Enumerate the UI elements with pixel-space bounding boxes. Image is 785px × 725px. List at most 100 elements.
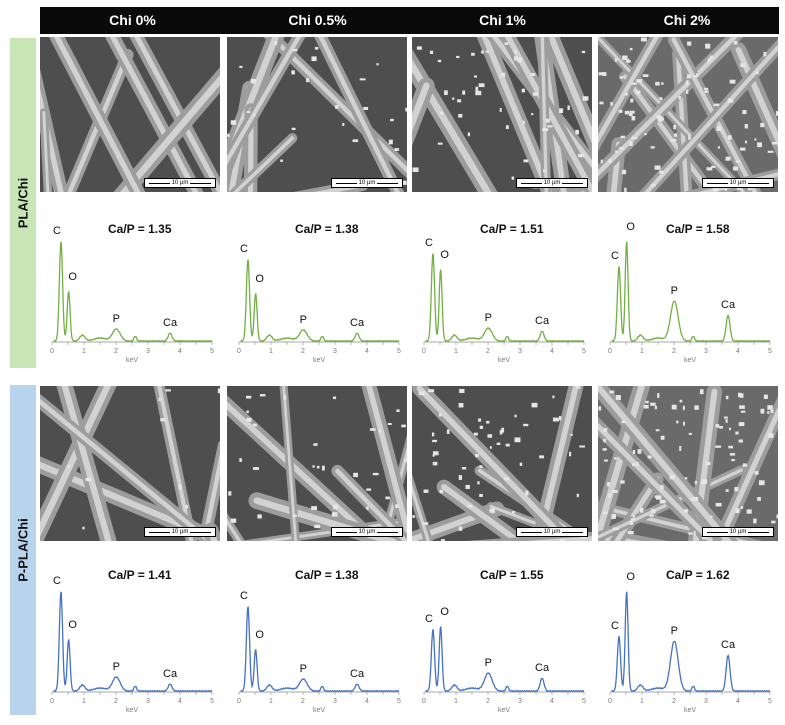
x-tick-label: 4 bbox=[550, 698, 554, 705]
peak-label-c: C bbox=[240, 243, 248, 255]
x-tick-label: 3 bbox=[333, 698, 337, 705]
peak-label-o: O bbox=[68, 619, 77, 631]
scale-bar-label: 10 µm bbox=[727, 529, 749, 535]
scale-bar: 10 µm bbox=[144, 178, 216, 188]
x-tick-label: 1 bbox=[640, 348, 644, 355]
ca-p-ratio: Ca/P = 1.38 bbox=[295, 222, 359, 236]
eds-spectrum-line bbox=[611, 591, 771, 693]
peak-label-o: O bbox=[626, 221, 635, 233]
scale-bar-label: 10 µm bbox=[541, 529, 563, 535]
x-tick-label: 4 bbox=[736, 348, 740, 355]
x-tick-label: 3 bbox=[518, 698, 522, 705]
x-tick-label: 4 bbox=[178, 698, 182, 705]
x-tick-label: 5 bbox=[768, 698, 772, 705]
sem-image: 10 µm bbox=[598, 37, 778, 192]
peak-label-c: C bbox=[611, 250, 619, 262]
peak-label-o: O bbox=[626, 571, 635, 583]
x-tick-label: 5 bbox=[582, 698, 586, 705]
x-axis-label: keV bbox=[126, 707, 138, 714]
x-tick-label: 2 bbox=[486, 348, 490, 355]
peak-label-ca: Ca bbox=[163, 668, 178, 680]
sem-image: 10 µm bbox=[227, 386, 407, 541]
eds-spectrum-chart: 0 1 2 3 4 5 keV C O P Ca Ca/P = 1.38 bbox=[227, 540, 407, 725]
column-header-bar: Chi 0% Chi 0.5% Chi 1% Chi 2% bbox=[40, 7, 779, 34]
x-tick-label: 2 bbox=[486, 698, 490, 705]
scale-bar: 10 µm bbox=[331, 178, 403, 188]
column-title-chi-1: Chi 1% bbox=[479, 12, 526, 28]
x-tick-label: 1 bbox=[454, 348, 458, 355]
x-tick-label: 1 bbox=[454, 698, 458, 705]
x-tick-label: 0 bbox=[50, 348, 54, 355]
peak-label-c: C bbox=[425, 237, 433, 249]
x-tick-label: 5 bbox=[582, 348, 586, 355]
x-tick-label: 0 bbox=[608, 348, 612, 355]
scale-bar-label: 10 µm bbox=[169, 529, 191, 535]
scale-bar-label: 10 µm bbox=[356, 180, 378, 186]
x-tick-label: 0 bbox=[237, 698, 241, 705]
eds-spectrum-chart: 0 1 2 3 4 5 keV C O P Ca Ca/P = 1.62 bbox=[598, 540, 778, 725]
x-tick-label: 2 bbox=[114, 698, 118, 705]
peak-label-p: P bbox=[300, 663, 307, 675]
x-tick-label: 4 bbox=[365, 348, 369, 355]
eds-spectrum-chart: 0 1 2 3 4 5 keV C O P Ca Ca/P = 1.55 bbox=[412, 540, 592, 725]
eds-spectrum-line bbox=[425, 253, 585, 343]
ca-p-ratio: Ca/P = 1.35 bbox=[108, 222, 172, 236]
x-axis-label: keV bbox=[313, 357, 325, 364]
peak-label-p: P bbox=[485, 312, 492, 324]
column-title-chi-0-5: Chi 0.5% bbox=[288, 12, 347, 28]
x-tick-label: 0 bbox=[50, 698, 54, 705]
x-tick-label: 3 bbox=[518, 348, 522, 355]
x-tick-label: 1 bbox=[82, 698, 86, 705]
peak-label-p: P bbox=[300, 314, 307, 326]
column-title-chi-0: Chi 0% bbox=[109, 12, 156, 28]
peak-label-ca: Ca bbox=[350, 317, 365, 329]
sem-image: 10 µm bbox=[412, 37, 592, 192]
ca-p-ratio: Ca/P = 1.41 bbox=[108, 568, 172, 582]
x-axis-label: keV bbox=[313, 707, 325, 714]
x-tick-label: 0 bbox=[422, 698, 426, 705]
scale-bar-label: 10 µm bbox=[541, 180, 563, 186]
x-axis-label: keV bbox=[684, 357, 696, 364]
peak-label-c: C bbox=[53, 225, 61, 237]
peak-label-o: O bbox=[255, 273, 264, 285]
x-tick-label: 5 bbox=[397, 698, 401, 705]
peak-label-o: O bbox=[440, 249, 449, 261]
peak-label-ca: Ca bbox=[721, 299, 736, 311]
column-title-chi-2: Chi 2% bbox=[663, 12, 711, 28]
peak-label-o: O bbox=[440, 606, 449, 618]
eds-spectrum-line bbox=[53, 241, 213, 343]
peak-label-c: C bbox=[611, 620, 619, 632]
scale-bar-label: 10 µm bbox=[727, 180, 749, 186]
peak-label-o: O bbox=[255, 629, 264, 641]
scale-bar: 10 µm bbox=[702, 527, 774, 537]
x-axis-label: keV bbox=[684, 707, 696, 714]
x-tick-label: 3 bbox=[704, 348, 708, 355]
ca-p-ratio: Ca/P = 1.58 bbox=[666, 222, 730, 236]
x-tick-label: 5 bbox=[210, 698, 214, 705]
ca-p-ratio: Ca/P = 1.62 bbox=[666, 568, 730, 582]
eds-spectrum-chart: 0 1 2 3 4 5 keV C O P Ca Ca/P = 1.41 bbox=[40, 540, 220, 725]
x-axis-label: keV bbox=[498, 357, 510, 364]
scale-bar: 10 µm bbox=[331, 527, 403, 537]
x-tick-label: 4 bbox=[365, 698, 369, 705]
sem-image: 10 µm bbox=[412, 386, 592, 541]
eds-spectrum-chart: 0 1 2 3 4 5 keV C O P Ca Ca/P = 1.51 bbox=[412, 190, 592, 375]
x-tick-label: 2 bbox=[301, 698, 305, 705]
x-tick-label: 2 bbox=[672, 348, 676, 355]
peak-label-ca: Ca bbox=[350, 668, 365, 680]
x-tick-label: 1 bbox=[269, 698, 273, 705]
peak-label-p: P bbox=[671, 285, 678, 297]
x-tick-label: 4 bbox=[550, 348, 554, 355]
x-tick-label: 0 bbox=[237, 348, 241, 355]
row-label-p-pla-chi: P-PLA/Chi bbox=[15, 518, 31, 582]
scale-bar: 10 µm bbox=[516, 178, 588, 188]
x-tick-label: 0 bbox=[608, 698, 612, 705]
peak-label-c: C bbox=[240, 590, 248, 602]
eds-spectrum-chart: 0 1 2 3 4 5 keV C O P Ca Ca/P = 1.35 bbox=[40, 190, 220, 375]
eds-spectrum-chart: 0 1 2 3 4 5 keV C O P Ca Ca/P = 1.38 bbox=[227, 190, 407, 375]
peak-label-ca: Ca bbox=[721, 639, 736, 651]
eds-spectrum-line bbox=[611, 241, 771, 343]
x-tick-label: 4 bbox=[736, 698, 740, 705]
x-tick-label: 4 bbox=[178, 348, 182, 355]
x-tick-label: 1 bbox=[82, 348, 86, 355]
